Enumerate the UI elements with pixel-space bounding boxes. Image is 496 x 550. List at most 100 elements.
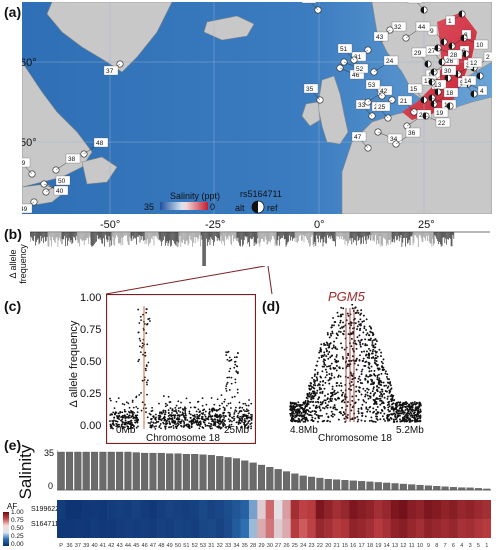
- site-13: 13: [431, 74, 452, 90]
- salinity-bar-44: [124, 451, 132, 491]
- site-30: 30: [428, 65, 457, 86]
- heatmap-cell-S199622-3: [465, 500, 475, 519]
- population-label-42: 42: [108, 543, 114, 549]
- salinity-bar-12: [399, 483, 407, 491]
- site-24: 24: [370, 55, 399, 76]
- lon-label-minus25: -25°: [205, 219, 226, 231]
- lon-label-minus50: -50°: [100, 219, 121, 231]
- population-label-12: 12: [400, 543, 406, 549]
- population-label-31: 31: [208, 543, 214, 549]
- panel-d-plot: [289, 304, 422, 423]
- population-label-35: 35: [242, 543, 248, 549]
- population-label-28: 28: [250, 543, 256, 549]
- legend-alt-slice: [252, 201, 258, 213]
- heatmap-cell-S164711-14: [382, 519, 392, 538]
- population-label-18: 18: [367, 543, 373, 549]
- site-19: 19: [433, 102, 454, 118]
- site-label-43: 43: [376, 34, 384, 41]
- site-34: 34: [374, 128, 403, 144]
- salinity-ytick-0: 0: [48, 481, 54, 491]
- ireland-landmass: [301, 101, 321, 127]
- heatmap-cell-S164711-8: [432, 519, 442, 538]
- salinity-bar-51: [182, 454, 190, 491]
- site-label-37: 37: [106, 68, 114, 75]
- heatmap-cell-S164711-16: [349, 519, 358, 538]
- panel-c-ytick-050: 0.50: [80, 356, 102, 368]
- colorbar-min-label: 35: [144, 202, 154, 212]
- population-label-21: 21: [333, 543, 339, 549]
- site-21: 21: [397, 95, 418, 116]
- heatmap-cell-S164711-31: [207, 519, 216, 538]
- heatmap-cell-S199622-26: [282, 500, 291, 519]
- heatmap-cell-S164711-15: [340, 519, 350, 538]
- site-35: 35: [303, 83, 324, 104]
- heatmap-cell-S199622-25: [290, 500, 300, 519]
- population-label-24: 24: [300, 543, 306, 549]
- salinity-bar-47: [149, 452, 157, 491]
- heatmap-cell-S199622-52: [190, 500, 200, 519]
- heatmap-cell-S199622-19: [374, 500, 383, 519]
- panel-d-xlabel: Chromosome 18: [318, 433, 392, 444]
- population-label-20: 20: [325, 543, 331, 549]
- salinity-bar-17: [358, 481, 366, 491]
- heatmap-cell-S164711-47: [148, 519, 158, 538]
- population-label-50: 50: [175, 543, 181, 549]
- site-40: 40: [40, 180, 69, 196]
- panel-c-xend: 25Mb: [224, 425, 250, 436]
- heatmap-cell-S164711-45: [132, 519, 141, 538]
- population-label-23: 23: [308, 543, 314, 549]
- site-28: 28: [434, 44, 463, 60]
- site-18: 18: [430, 87, 459, 108]
- population-label-44: 44: [125, 543, 131, 549]
- site-50: 50: [42, 175, 71, 196]
- heatmap-row-label-2: S164711: [31, 521, 59, 528]
- heatmap-cell-S199622-40: [90, 500, 100, 519]
- heatmap-cell-S164711-27: [274, 519, 283, 538]
- population-label-9: 9: [427, 543, 430, 549]
- salinity-bar-P: [57, 451, 65, 491]
- heatmap-cell-S164711-5: [474, 519, 483, 538]
- heatmap-cell-S164711-40: [90, 519, 100, 538]
- heatmap-cell-S164711-37: [73, 519, 83, 538]
- salinity-bar-45: [132, 452, 140, 491]
- population-label-16: 16: [350, 543, 356, 549]
- population-label-52: 52: [192, 543, 198, 549]
- salinity-bar-8: [433, 486, 441, 491]
- population-label-7: 7: [444, 543, 447, 549]
- heatmap-cell-S199622-22: [315, 500, 325, 519]
- heatmap-cell-S164711-19: [374, 519, 383, 538]
- site-15: 15: [407, 83, 428, 104]
- salinity-bar-9: [424, 485, 432, 491]
- af-heatmap: [57, 500, 491, 538]
- site-label-32: 32: [394, 24, 402, 31]
- panel-c-ytick-100: 1.00: [80, 292, 102, 304]
- site-39: 39: [22, 157, 36, 178]
- heatmap-cell-S199622-15: [340, 500, 350, 519]
- legend-ref-label: ref: [267, 203, 278, 213]
- site-25: 25: [375, 96, 396, 112]
- site-45: 45: [301, 2, 322, 14]
- site-label-34: 34: [390, 136, 398, 143]
- lat-label-60: 60°: [22, 57, 37, 69]
- heatmap-cell-S199622-49: [165, 500, 175, 519]
- panel-c-frame: [106, 294, 256, 444]
- population-label-47: 47: [150, 543, 156, 549]
- heatmap-cell-S199622-23: [307, 500, 317, 519]
- population-label-4: 4: [460, 543, 463, 549]
- site-label-2: 2: [486, 54, 490, 61]
- heatmap-cell-S199622-43: [115, 500, 125, 519]
- heatmap-cell-S199622-35: [240, 500, 250, 519]
- site-label-38: 38: [68, 156, 76, 163]
- site-label-1: 1: [448, 18, 452, 25]
- sampling-sites: 1234567891011121314151617181920212223242…: [22, 2, 492, 214]
- population-label-36: 36: [66, 543, 72, 549]
- heatmap-cell-S199622-31: [207, 500, 216, 519]
- heatmap-cell-S164711-32: [215, 519, 225, 538]
- site-29: 29: [411, 47, 432, 68]
- heatmap-cell-S164711-30: [265, 519, 275, 538]
- heatmap-cell-S199622-51: [182, 500, 191, 519]
- site-label-9: 9: [430, 28, 434, 35]
- population-label-17: 17: [359, 543, 365, 549]
- heatmap-cell-S164711-11: [407, 519, 417, 538]
- heatmap-cell-S199622-21: [332, 500, 342, 519]
